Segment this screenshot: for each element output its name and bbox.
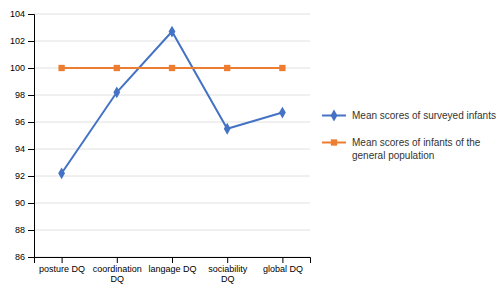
tick: 102 [10,36,34,46]
tick-label: 94 [15,144,25,154]
tick-mark [227,257,228,263]
point [114,65,120,71]
point [224,65,230,71]
tick: coordinationDQ [93,257,142,284]
tick-mark [62,257,63,263]
axis-domain [35,258,311,264]
point [279,65,285,71]
tick-label: 92 [15,171,25,181]
tick-mark [28,68,34,69]
grid-line [34,176,310,177]
plot: 86 88 90 92 94 96 98 100 102 104 posture DQ coordin… [10,9,311,284]
tick-mark [28,230,34,231]
tick-label: sociabilityDQ [208,264,248,284]
tick-label: 98 [15,90,25,100]
marks [58,26,286,180]
legend-marker [331,139,337,145]
tick-mark [28,122,34,123]
tick: 86 [15,252,34,262]
grid-line [34,41,310,42]
tick-mark [28,203,34,204]
tick: 88 [15,225,34,235]
tick: 98 [15,90,34,100]
tick-label: 96 [15,117,25,127]
tick: sociabilityDQ [208,257,248,284]
tick: 92 [15,171,34,181]
tick: langage DQ [148,257,196,274]
point [58,65,64,71]
x-axis: posture DQ coordinationDQ langage DQ sociab… [35,257,311,284]
tick-mark [28,41,34,42]
point [58,167,65,179]
grid-line [34,149,310,150]
grid-line [34,14,310,15]
grid-line [34,122,310,123]
legend: Mean scores of surveyed infants Mean scor… [322,110,496,161]
point [169,65,175,71]
grid-line [34,95,310,96]
tick-label: 100 [10,63,25,73]
tick-mark [28,176,34,177]
tick-label: global DQ [263,264,303,274]
tick-label: coordinationDQ [93,264,142,284]
series [58,26,286,180]
legend-marker [331,110,338,122]
point [279,107,286,119]
tick: 104 [10,9,34,19]
tick-mark [28,149,34,150]
tick-mark [172,257,173,263]
point [169,26,176,38]
tick-mark [28,257,34,258]
tick: global DQ [263,257,303,274]
tick: 96 [15,117,34,127]
tick: 100 [10,63,34,73]
y-axis: 86 88 90 92 94 96 98 100 102 104 [10,9,35,262]
legend-entry: Mean scores of surveyed infants [322,110,496,122]
tick-label: 104 [10,9,25,19]
tick: posture DQ [39,257,85,274]
tick-label: 102 [10,36,25,46]
legend-entry: Mean scores of infants of thegeneral pop… [322,137,481,161]
grid-line [34,203,310,204]
legend-label: Mean scores of surveyed infants [352,110,496,121]
grid [34,14,310,257]
tick-label: posture DQ [39,264,85,274]
tick-mark [117,257,118,263]
legend-label: Mean scores of infants of thegeneral pop… [352,137,481,161]
tick-mark [28,14,34,15]
grid-line [34,230,310,231]
point [113,86,120,98]
tick-label: langage DQ [148,264,196,274]
tick-label: 86 [15,252,25,262]
series [58,65,285,71]
tick-mark [28,95,34,96]
tick: 90 [15,198,34,208]
line [62,32,283,174]
chart: 86 88 90 92 94 96 98 100 102 104 posture DQ coordin… [0,0,500,293]
tick-mark [282,257,283,263]
point [224,123,231,135]
tick-label: 88 [15,225,25,235]
tick-label: 90 [15,198,25,208]
tick: 94 [15,144,34,154]
axis-domain [28,15,35,258]
